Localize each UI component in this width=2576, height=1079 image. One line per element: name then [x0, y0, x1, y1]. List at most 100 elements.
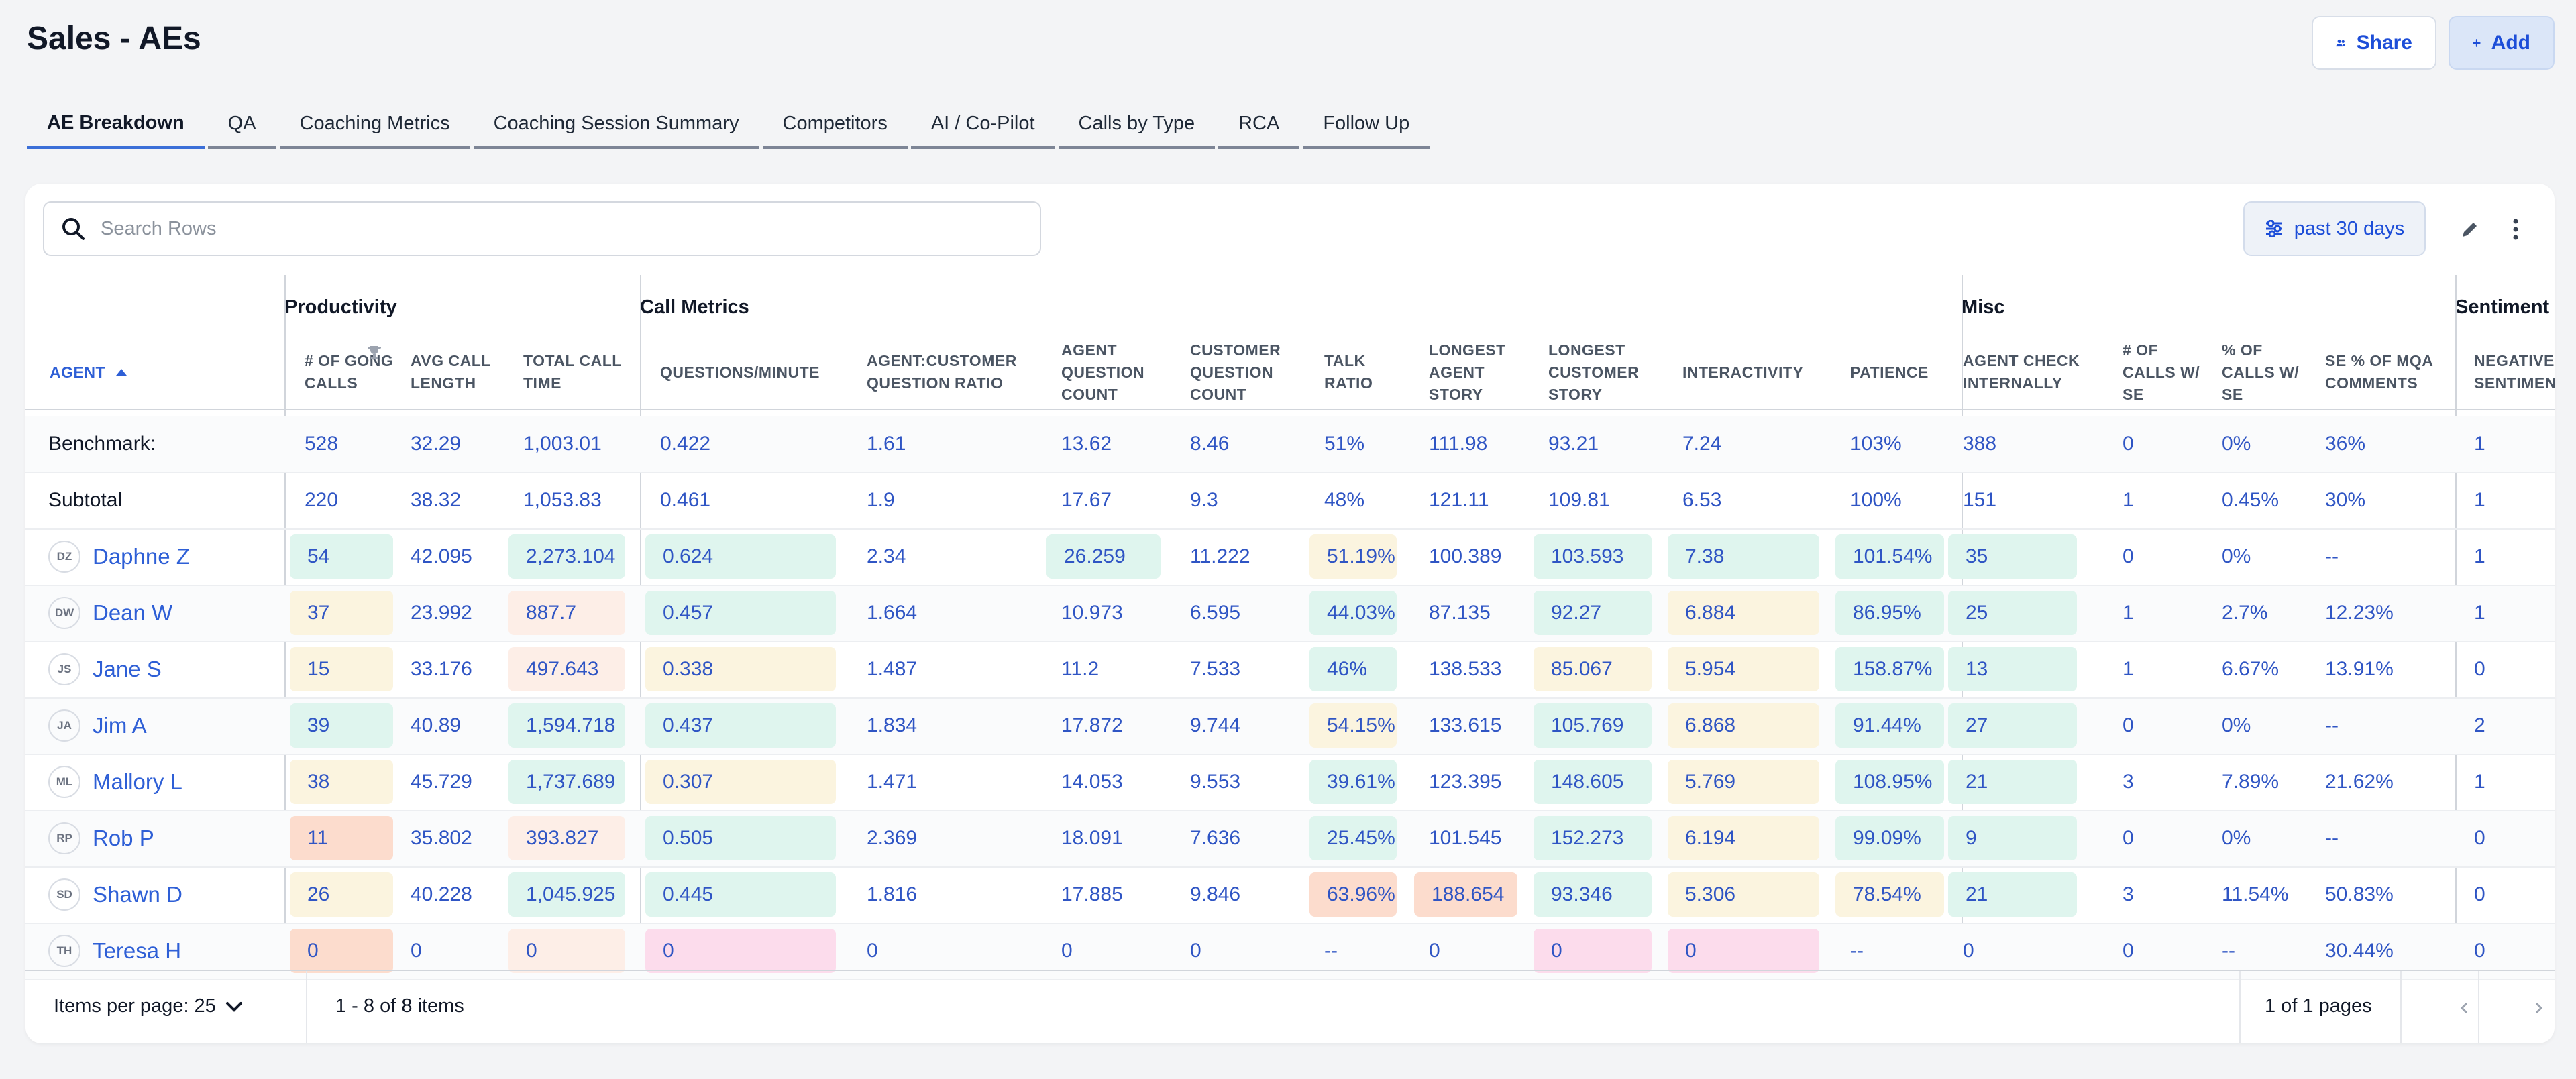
agent-name-link[interactable]: Jane S	[93, 657, 162, 681]
table-cell: 91.44%	[1835, 703, 1944, 748]
table-cell: 1.471	[867, 771, 918, 793]
tab-qa[interactable]: QA	[207, 101, 276, 149]
benchmark-label: Benchmark:	[48, 433, 156, 455]
avatar: JA	[48, 709, 80, 742]
search-box[interactable]	[43, 201, 1041, 256]
agent-name-link[interactable]: Rob P	[93, 826, 154, 850]
agent-name-link[interactable]: Jim A	[93, 713, 147, 738]
column-header[interactable]: TOTAL CALL TIME	[523, 335, 633, 409]
column-header[interactable]: LONGEST AGENT STORY	[1429, 335, 1525, 409]
header-divider	[25, 409, 2555, 410]
pagination-bar: Items per page: 25 1 - 8 of 8 items 1 of…	[25, 970, 2555, 1043]
table-cell: 9.3	[1190, 489, 1218, 511]
agent-cell[interactable]: DZ Daphne Z	[48, 528, 190, 585]
tab-ae-breakdown[interactable]: AE Breakdown	[27, 101, 205, 149]
more-options-button[interactable]	[2496, 209, 2536, 249]
tab-bar: AE Breakdown QA Coaching Metrics Coaching S…	[27, 101, 1433, 149]
table-cell: 8.46	[1190, 433, 1230, 455]
agent-name-link[interactable]: Teresa H	[93, 938, 182, 963]
column-group-productivity: Productivity	[284, 296, 397, 318]
benchmark-row: Benchmark: 528 32.29 1,003.01 0.422 1.61 13.62…	[25, 416, 2555, 472]
agent-cell[interactable]: JS Jane S	[48, 641, 162, 697]
agent-cell[interactable]: RP Rob P	[48, 810, 154, 866]
table-cell: --	[2222, 940, 2235, 962]
table-cell: 21.62%	[2325, 771, 2394, 793]
share-button[interactable]: Share	[2312, 16, 2436, 70]
table-cell: 6.67%	[2222, 658, 2279, 680]
column-header[interactable]: # OF GONG CALLS	[305, 335, 401, 409]
pager-divider	[2239, 971, 2241, 1043]
column-header[interactable]: % OF CALLS W/ SE	[2222, 335, 2302, 409]
agent-cell[interactable]: SD Shawn D	[48, 866, 182, 923]
agent-column-header[interactable]: AGENT	[50, 335, 251, 409]
table-cell: 86.95%	[1835, 591, 1944, 635]
table-cell: 2.369	[867, 827, 918, 849]
agent-cell[interactable]: DW Dean W	[48, 585, 172, 641]
table-cell: 7.636	[1190, 827, 1241, 849]
tab-ai-co-pilot[interactable]: AI / Co-Pilot	[910, 101, 1055, 149]
table-cell: 51.19%	[1309, 534, 1397, 579]
table-cell: 27	[1948, 703, 2077, 748]
column-header[interactable]: LONGEST CUSTOMER STORY	[1548, 335, 1660, 409]
column-header[interactable]: QUESTIONS/MINUTE	[660, 335, 844, 409]
table-cell: 17.885	[1061, 883, 1123, 905]
column-header[interactable]: AVG CALL LENGTH	[411, 335, 502, 409]
page-range: 1 of 1 pages	[2265, 995, 2372, 1017]
table-cell: 220	[305, 489, 339, 511]
next-page-button[interactable]	[2516, 984, 2555, 1031]
add-button[interactable]: Add	[2449, 16, 2555, 70]
column-header[interactable]: CUSTOMER QUESTION COUNT	[1190, 335, 1303, 409]
table-cell: 5.769	[1668, 760, 1819, 804]
avatar: JS	[48, 653, 80, 685]
table-cell: 0	[508, 929, 625, 973]
column-header[interactable]: AGENT:CUSTOMER QUESTION RATIO	[867, 335, 1038, 409]
column-header[interactable]: INTERACTIVITY	[1682, 335, 1827, 409]
row-divider	[25, 923, 2555, 924]
table-cell: 9.553	[1190, 771, 1241, 793]
table-cell: 15	[290, 647, 393, 691]
tab-follow-up[interactable]: Follow Up	[1303, 101, 1430, 149]
tab-competitors[interactable]: Competitors	[762, 101, 908, 149]
table-cell: 5.954	[1668, 647, 1819, 691]
tab-calls-by-type[interactable]: Calls by Type	[1058, 101, 1216, 149]
agent-cell[interactable]: JA Jim A	[48, 697, 147, 754]
column-header-label: AVG CALL LENGTH	[411, 352, 491, 392]
column-header[interactable]: # OF CALLS W/ SE	[2123, 335, 2200, 409]
table-cell: 7.89%	[2222, 771, 2279, 793]
table-cell: 0.307	[645, 760, 836, 804]
table-cell: 1	[2123, 489, 2134, 511]
tab-rca[interactable]: RCA	[1218, 101, 1300, 149]
column-header[interactable]: NEGATIVE SENTIMENT	[2474, 335, 2555, 409]
column-header[interactable]: PATIENCE	[1850, 335, 1952, 409]
column-header-label: TOTAL CALL TIME	[523, 352, 622, 392]
column-header-label: AGENT CHECK INTERNALLY	[1963, 352, 2080, 392]
search-input[interactable]	[101, 217, 973, 240]
column-header-label: TALK RATIO	[1324, 352, 1373, 392]
column-header[interactable]: AGENT QUESTION COUNT	[1061, 335, 1169, 409]
table-cell: 0%	[2222, 433, 2251, 455]
agent-name-link[interactable]: Dean W	[93, 600, 173, 625]
items-per-page-select[interactable]: Items per page: 25	[54, 995, 243, 1017]
agent-name-link[interactable]: Mallory L	[93, 769, 182, 794]
table-cell: 1,737.689	[508, 760, 625, 804]
table-cell: 0	[2474, 940, 2485, 962]
agent-cell[interactable]: ML Mallory L	[48, 754, 182, 810]
agent-cell[interactable]: TH Teresa H	[48, 923, 181, 979]
column-header[interactable]: AGENT CHECK INTERNALLY	[1963, 335, 2085, 409]
edit-button[interactable]	[2450, 209, 2490, 249]
date-range-button[interactable]: past 30 days	[2243, 201, 2426, 256]
agent-name-link[interactable]: Shawn D	[93, 882, 182, 907]
table-cell: 38	[290, 760, 393, 804]
column-header[interactable]: SE % OF MQA COMMENTS	[2325, 335, 2450, 409]
agent-name-link[interactable]: Daphne Z	[93, 544, 190, 569]
previous-page-button[interactable]	[2440, 984, 2487, 1031]
table-cell: 0.445	[645, 872, 836, 917]
table-cell: 151	[1963, 489, 1997, 511]
pager-divider	[306, 971, 307, 1043]
table-cell: 0	[290, 929, 393, 973]
tab-coaching-session-summary[interactable]: Coaching Session Summary	[473, 101, 759, 149]
tab-coaching-metrics[interactable]: Coaching Metrics	[279, 101, 470, 149]
column-header-label: LONGEST AGENT STORY	[1429, 341, 1506, 403]
column-header[interactable]: TALK RATIO	[1324, 335, 1405, 409]
table-cell: 1	[2123, 602, 2134, 624]
